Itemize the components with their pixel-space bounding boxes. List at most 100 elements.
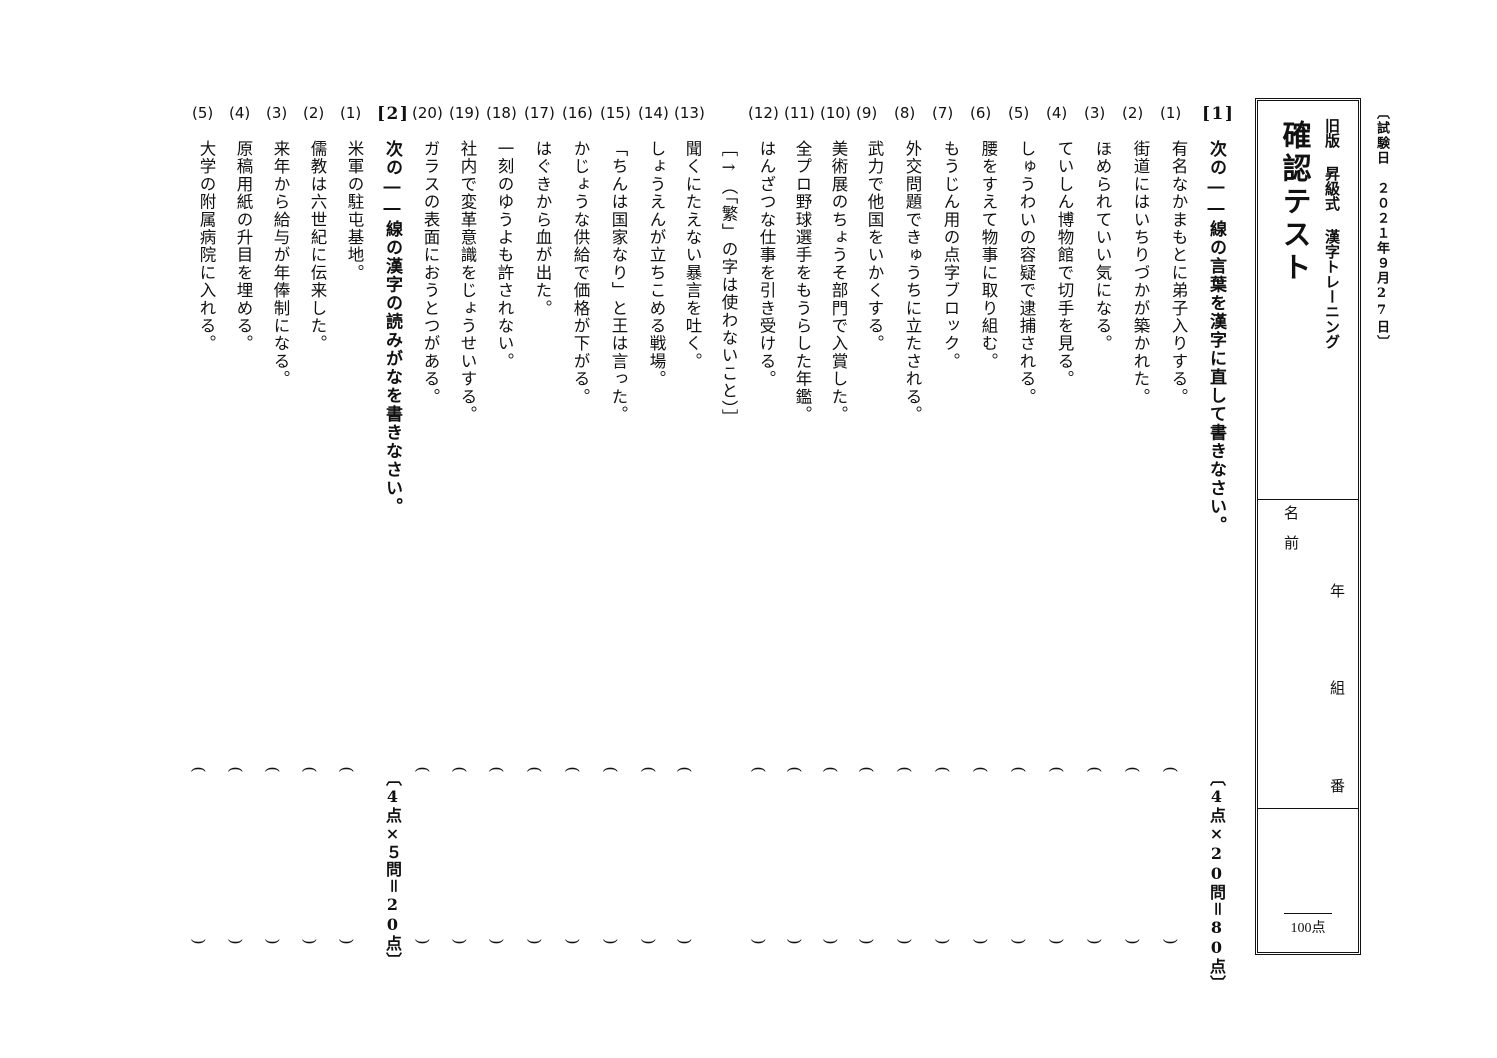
answer-bracket-close: ) bbox=[1161, 938, 1181, 945]
answer-bracket-close: ) bbox=[525, 938, 545, 945]
question-text: はんざつな仕事を引き受ける。 bbox=[757, 140, 776, 388]
question-text: 「ちんは国家なり」と王は言った。 bbox=[609, 140, 628, 424]
question-text: 米軍の駐屯基地。 bbox=[345, 140, 364, 282]
question-number: (1) bbox=[1160, 104, 1182, 122]
answer-bracket-open: ( bbox=[1085, 766, 1105, 773]
answer-bracket-open: ( bbox=[525, 766, 545, 773]
question-number: (4) bbox=[229, 104, 251, 122]
total-points: 100点 bbox=[1284, 913, 1332, 937]
answer-bracket-close: ) bbox=[785, 938, 805, 945]
answer-bracket-open: ( bbox=[1161, 766, 1181, 773]
question-text: 全プロ野球選手をもうらした年鑑。 bbox=[793, 140, 812, 424]
answer-bracket-close: ) bbox=[1123, 938, 1143, 945]
question-number: (2) bbox=[303, 104, 325, 122]
answer-bracket-close: ) bbox=[413, 938, 433, 945]
answer-bracket-open: ( bbox=[450, 766, 470, 773]
question-text: 街道にはいちりづかが築かれた。 bbox=[1131, 140, 1150, 406]
answer-bracket-open: ( bbox=[1047, 766, 1067, 773]
year-label: 年 bbox=[1328, 583, 1346, 598]
exam-date: 〔試験日 ２０２１年９月27日〕 bbox=[1374, 106, 1389, 350]
question-text: ていしん博物館で切手を見る。 bbox=[1055, 140, 1074, 388]
answer-bracket-close: ) bbox=[300, 938, 320, 945]
section-2-number: [2] bbox=[377, 104, 410, 124]
answer-bracket-open: ( bbox=[226, 766, 246, 773]
header-divider bbox=[1258, 808, 1358, 809]
name-label: 名 前 bbox=[1282, 505, 1300, 550]
answer-bracket-open: ( bbox=[675, 766, 695, 773]
header-divider bbox=[1258, 499, 1358, 500]
question-text: 外交問題できゅうちに立たされる。 bbox=[903, 140, 922, 424]
answer-bracket-open: ( bbox=[563, 766, 583, 773]
question-text: 美術展のちょうそ部門で入賞した。 bbox=[829, 140, 848, 424]
question-text: 一刻のゆうよも許されない。 bbox=[495, 140, 514, 371]
question-number: (1) bbox=[340, 104, 362, 122]
answer-bracket-open: ( bbox=[1123, 766, 1143, 773]
question-text: ほめられていい気になる。 bbox=[1093, 140, 1112, 353]
answer-bracket-close: ) bbox=[749, 938, 769, 945]
section-1-number: [1] bbox=[1202, 104, 1235, 124]
answer-bracket-close: ) bbox=[933, 938, 953, 945]
question-text: 腰をすえて物事に取り組む。 bbox=[979, 140, 998, 371]
question-number: (11) bbox=[784, 104, 815, 122]
answer-bracket-open: ( bbox=[413, 766, 433, 773]
answer-bracket-close: ) bbox=[487, 938, 507, 945]
question-number: (18) bbox=[486, 104, 517, 122]
answer-bracket-open: ( bbox=[487, 766, 507, 773]
answer-bracket-close: ) bbox=[857, 938, 877, 945]
answer-bracket-open: ( bbox=[857, 766, 877, 773]
question-text: 原稿用紙の升目を埋める。 bbox=[234, 140, 253, 353]
header-box bbox=[1255, 98, 1361, 955]
question-text: はぐきから血が出た。 bbox=[533, 140, 552, 317]
question-number: (9) bbox=[856, 104, 878, 122]
answer-bracket-close: ) bbox=[601, 938, 621, 945]
class-label: 組 bbox=[1328, 680, 1346, 695]
question-text: 大学の附属病院に入れる。 bbox=[197, 140, 216, 353]
answer-bracket-close: ) bbox=[226, 938, 246, 945]
question-number: (2) bbox=[1122, 104, 1144, 122]
section-2-instruction: 次の――線の漢字の読みがなを書きなさい。 bbox=[382, 140, 402, 516]
answer-bracket-close: ) bbox=[189, 938, 209, 945]
section-2-score: 〔4点×５問＝20点〕 bbox=[383, 770, 402, 969]
question-text: 聞くにたえない暴言を吐く。 bbox=[683, 140, 702, 371]
answer-bracket-open: ( bbox=[639, 766, 659, 773]
answer-bracket-open: ( bbox=[971, 766, 991, 773]
question-text: ガラスの表面におうとつがある。 bbox=[421, 140, 440, 406]
section-1-score: 〔4点×20問＝80点〕 bbox=[1207, 770, 1226, 992]
answer-bracket-open: ( bbox=[189, 766, 209, 773]
answer-bracket-close: ) bbox=[263, 938, 283, 945]
answer-bracket-close: ) bbox=[675, 938, 695, 945]
answer-bracket-close: ) bbox=[1009, 938, 1029, 945]
question-number: (16) bbox=[562, 104, 593, 122]
answer-bracket-open: ( bbox=[749, 766, 769, 773]
question-number: (3) bbox=[266, 104, 288, 122]
answer-bracket-close: ) bbox=[563, 938, 583, 945]
answer-bracket-open: ( bbox=[337, 766, 357, 773]
question-number: (14) bbox=[638, 104, 669, 122]
answer-bracket-open: ( bbox=[300, 766, 320, 773]
worksheet-subtitle: 旧版 昇級式 漢字トレーニング bbox=[1323, 118, 1341, 349]
question-number: (3) bbox=[1084, 104, 1106, 122]
question-number: (5) bbox=[192, 104, 214, 122]
question-number: (12) bbox=[748, 104, 779, 122]
question-number: (7) bbox=[932, 104, 954, 122]
answer-bracket-close: ) bbox=[450, 938, 470, 945]
answer-bracket-close: ) bbox=[337, 938, 357, 945]
answer-bracket-open: ( bbox=[933, 766, 953, 773]
question-number: (15) bbox=[600, 104, 631, 122]
question-number: (10) bbox=[820, 104, 851, 122]
question-number: (6) bbox=[970, 104, 992, 122]
question-text: 武力で他国をいかくする。 bbox=[865, 140, 884, 353]
question-text: しゅうわいの容疑で逮捕される。 bbox=[1017, 140, 1036, 406]
answer-bracket-close: ) bbox=[1047, 938, 1067, 945]
question-number: (20) bbox=[412, 104, 443, 122]
question-text: 有名なかまもとに弟子入りする。 bbox=[1169, 140, 1188, 406]
answer-bracket-open: ( bbox=[895, 766, 915, 773]
question-number: (8) bbox=[894, 104, 916, 122]
answer-bracket-open: ( bbox=[601, 766, 621, 773]
question-text: 社内で変革意識をじょうせいする。 bbox=[458, 140, 477, 424]
answer-bracket-close: ) bbox=[821, 938, 841, 945]
answer-bracket-open: ( bbox=[821, 766, 841, 773]
question-note: ［→（「繁」の字は使わないこと）］ bbox=[719, 140, 738, 427]
question-text: 儒教は六世紀に伝来した。 bbox=[308, 140, 327, 353]
question-text: しょうえんが立ちこめる戦場。 bbox=[647, 140, 666, 388]
